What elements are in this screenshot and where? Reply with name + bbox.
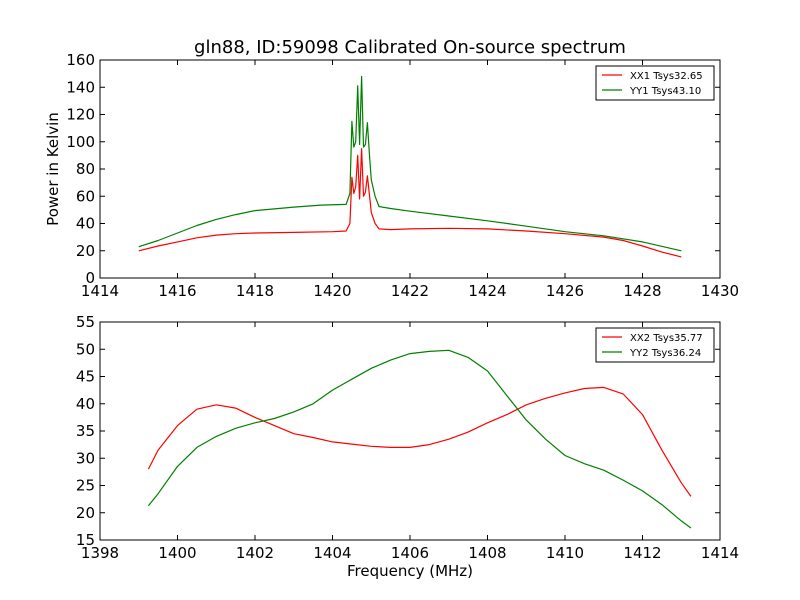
y-tick-label: 45	[76, 368, 95, 386]
y-tick-label: 40	[76, 395, 95, 413]
x-tick-label: 1424	[468, 282, 506, 300]
y-tick-label: 100	[66, 133, 95, 151]
figure-title: gln88, ID:59098 Calibrated On-source spe…	[194, 37, 626, 58]
x-tick-label: 1406	[391, 544, 429, 562]
x-tick-label: 1414	[701, 544, 739, 562]
x-tick-label: 1408	[468, 544, 506, 562]
x-tick-label: 1416	[158, 282, 196, 300]
series-line-2	[147, 349, 692, 529]
legend: XX2 Tsys35.77 YY2 Tsys36.24	[595, 327, 715, 363]
x-tick-label: 1420	[313, 282, 351, 300]
x-tick-label: 1428	[623, 282, 661, 300]
y-tick-label: 80	[76, 160, 95, 178]
y-tick-label: 55	[76, 313, 95, 331]
legend-label: XX2 Tsys35.77	[630, 333, 703, 344]
x-tick-label: 1400	[158, 544, 196, 562]
y-tick-label: 0	[85, 269, 95, 287]
legend-label: XX1 Tsys32.65	[630, 71, 703, 82]
x-axis-title: Frequency (MHz)	[347, 562, 473, 580]
x-tick-label: 1412	[623, 544, 661, 562]
y-tick-label: 20	[76, 504, 95, 522]
y-tick-label: 15	[76, 531, 95, 549]
y-tick-label: 20	[76, 242, 95, 260]
series-line-1	[138, 148, 682, 258]
x-tick-label: 1404	[313, 544, 351, 562]
series-line-2	[138, 75, 682, 252]
y-tick-label: 25	[76, 477, 95, 495]
y-tick-label: 30	[76, 449, 95, 467]
x-tick-label: 1430	[701, 282, 739, 300]
legend-label: YY1 Tsys43.10	[629, 86, 701, 97]
bottom-spectrum-plot: 1398 1400 1402 1404 1406 1408 1410 1412 1414 15 20…	[76, 313, 739, 580]
y-tick-label: 160	[66, 51, 95, 69]
y-tick-label: 120	[66, 106, 95, 124]
series-line-1	[147, 386, 692, 497]
top-spectrum-plot: 1414 1416 1418 1420 1422 1424 1426 1428 1430 0 20 4…	[44, 51, 739, 300]
y-axis-title: Power in Kelvin	[44, 112, 62, 226]
x-tick-label: 1418	[236, 282, 274, 300]
x-tick-label: 1426	[546, 282, 584, 300]
x-tick-label: 1398	[81, 544, 119, 562]
legend-box	[595, 327, 715, 363]
y-tick-label: 140	[66, 78, 95, 96]
y-tick-label: 60	[76, 187, 95, 205]
y-tick-label: 35	[76, 422, 95, 440]
y-tick-label: 40	[76, 215, 95, 233]
legend-label: YY2 Tsys36.24	[629, 348, 701, 359]
y-tick-label: 50	[76, 340, 95, 358]
x-tick-label: 1414	[81, 282, 119, 300]
x-tick-label: 1422	[391, 282, 429, 300]
legend-box	[595, 65, 715, 101]
legend: XX1 Tsys32.65 YY1 Tsys43.10	[595, 65, 715, 101]
x-tick-label: 1402	[236, 544, 274, 562]
x-tick-label: 1410	[546, 544, 584, 562]
